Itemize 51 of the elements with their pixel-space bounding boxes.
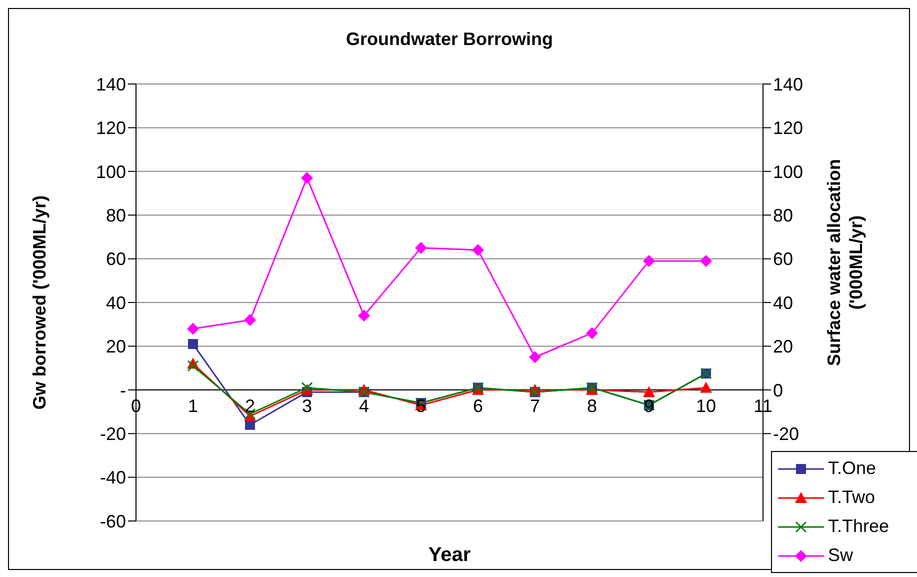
x-tick-label: 3 [302,396,312,416]
legend-label: T.One [828,458,876,479]
legend-label: T.Three [828,516,890,537]
y2-tick-label: 120 [773,118,804,138]
x-tick-label: 4 [358,396,370,416]
point [415,242,427,254]
point [301,172,313,184]
point [188,339,198,350]
point [643,386,655,398]
y-tick-label: 120 [96,118,126,138]
point [700,382,712,393]
point [472,244,484,256]
x-tick-label: 1 [188,396,198,416]
point [245,420,255,430]
point [244,314,256,326]
y2-tick-label: 20 [773,336,794,357]
y-tick-label: 140 [96,74,126,94]
point [586,327,598,340]
point [529,351,541,364]
x-tick-label: 10 [696,396,716,416]
legend-label: T.Two [828,487,876,508]
point [643,254,655,267]
y2-tick-label: 40 [773,292,794,313]
y-tick-label: -20 [100,424,126,444]
point [187,322,199,335]
y2-tick-label: 100 [773,162,804,182]
y2-tick-label: 0 [773,380,784,400]
y2-tick-label: 80 [773,205,794,226]
y2-tick-label: 60 [773,249,794,270]
y-axis-title: Gw borrowed ('000ML/yr) [29,195,50,410]
y-tick-label: 80 [106,205,126,226]
y-tick-label: - [120,380,126,400]
chart-title: Groundwater Borrowing [345,29,554,50]
y-tick-label: -40 [100,468,126,488]
y-tick-label: 60 [106,249,126,270]
x-tick-label: 8 [586,396,598,416]
point [700,254,712,267]
x-axis-title: Year [428,544,471,566]
x-tick-label: 6 [472,396,484,416]
x-tick-label: 7 [530,396,540,416]
y-tick-label: -60 [100,511,126,532]
y2-tick-label: -20 [773,424,800,444]
x-tick-label: 5 [416,396,426,416]
point [358,310,370,322]
y2-tick-label: 140 [773,74,804,94]
y-tick-label: 20 [106,336,126,357]
point [187,360,199,372]
y-tick-label: 40 [106,292,126,313]
y-tick-label: 100 [96,162,126,182]
legend-label: Sw [828,545,854,566]
y2-axis-title: Surface water allocation ('000ML/yr) [824,158,866,366]
